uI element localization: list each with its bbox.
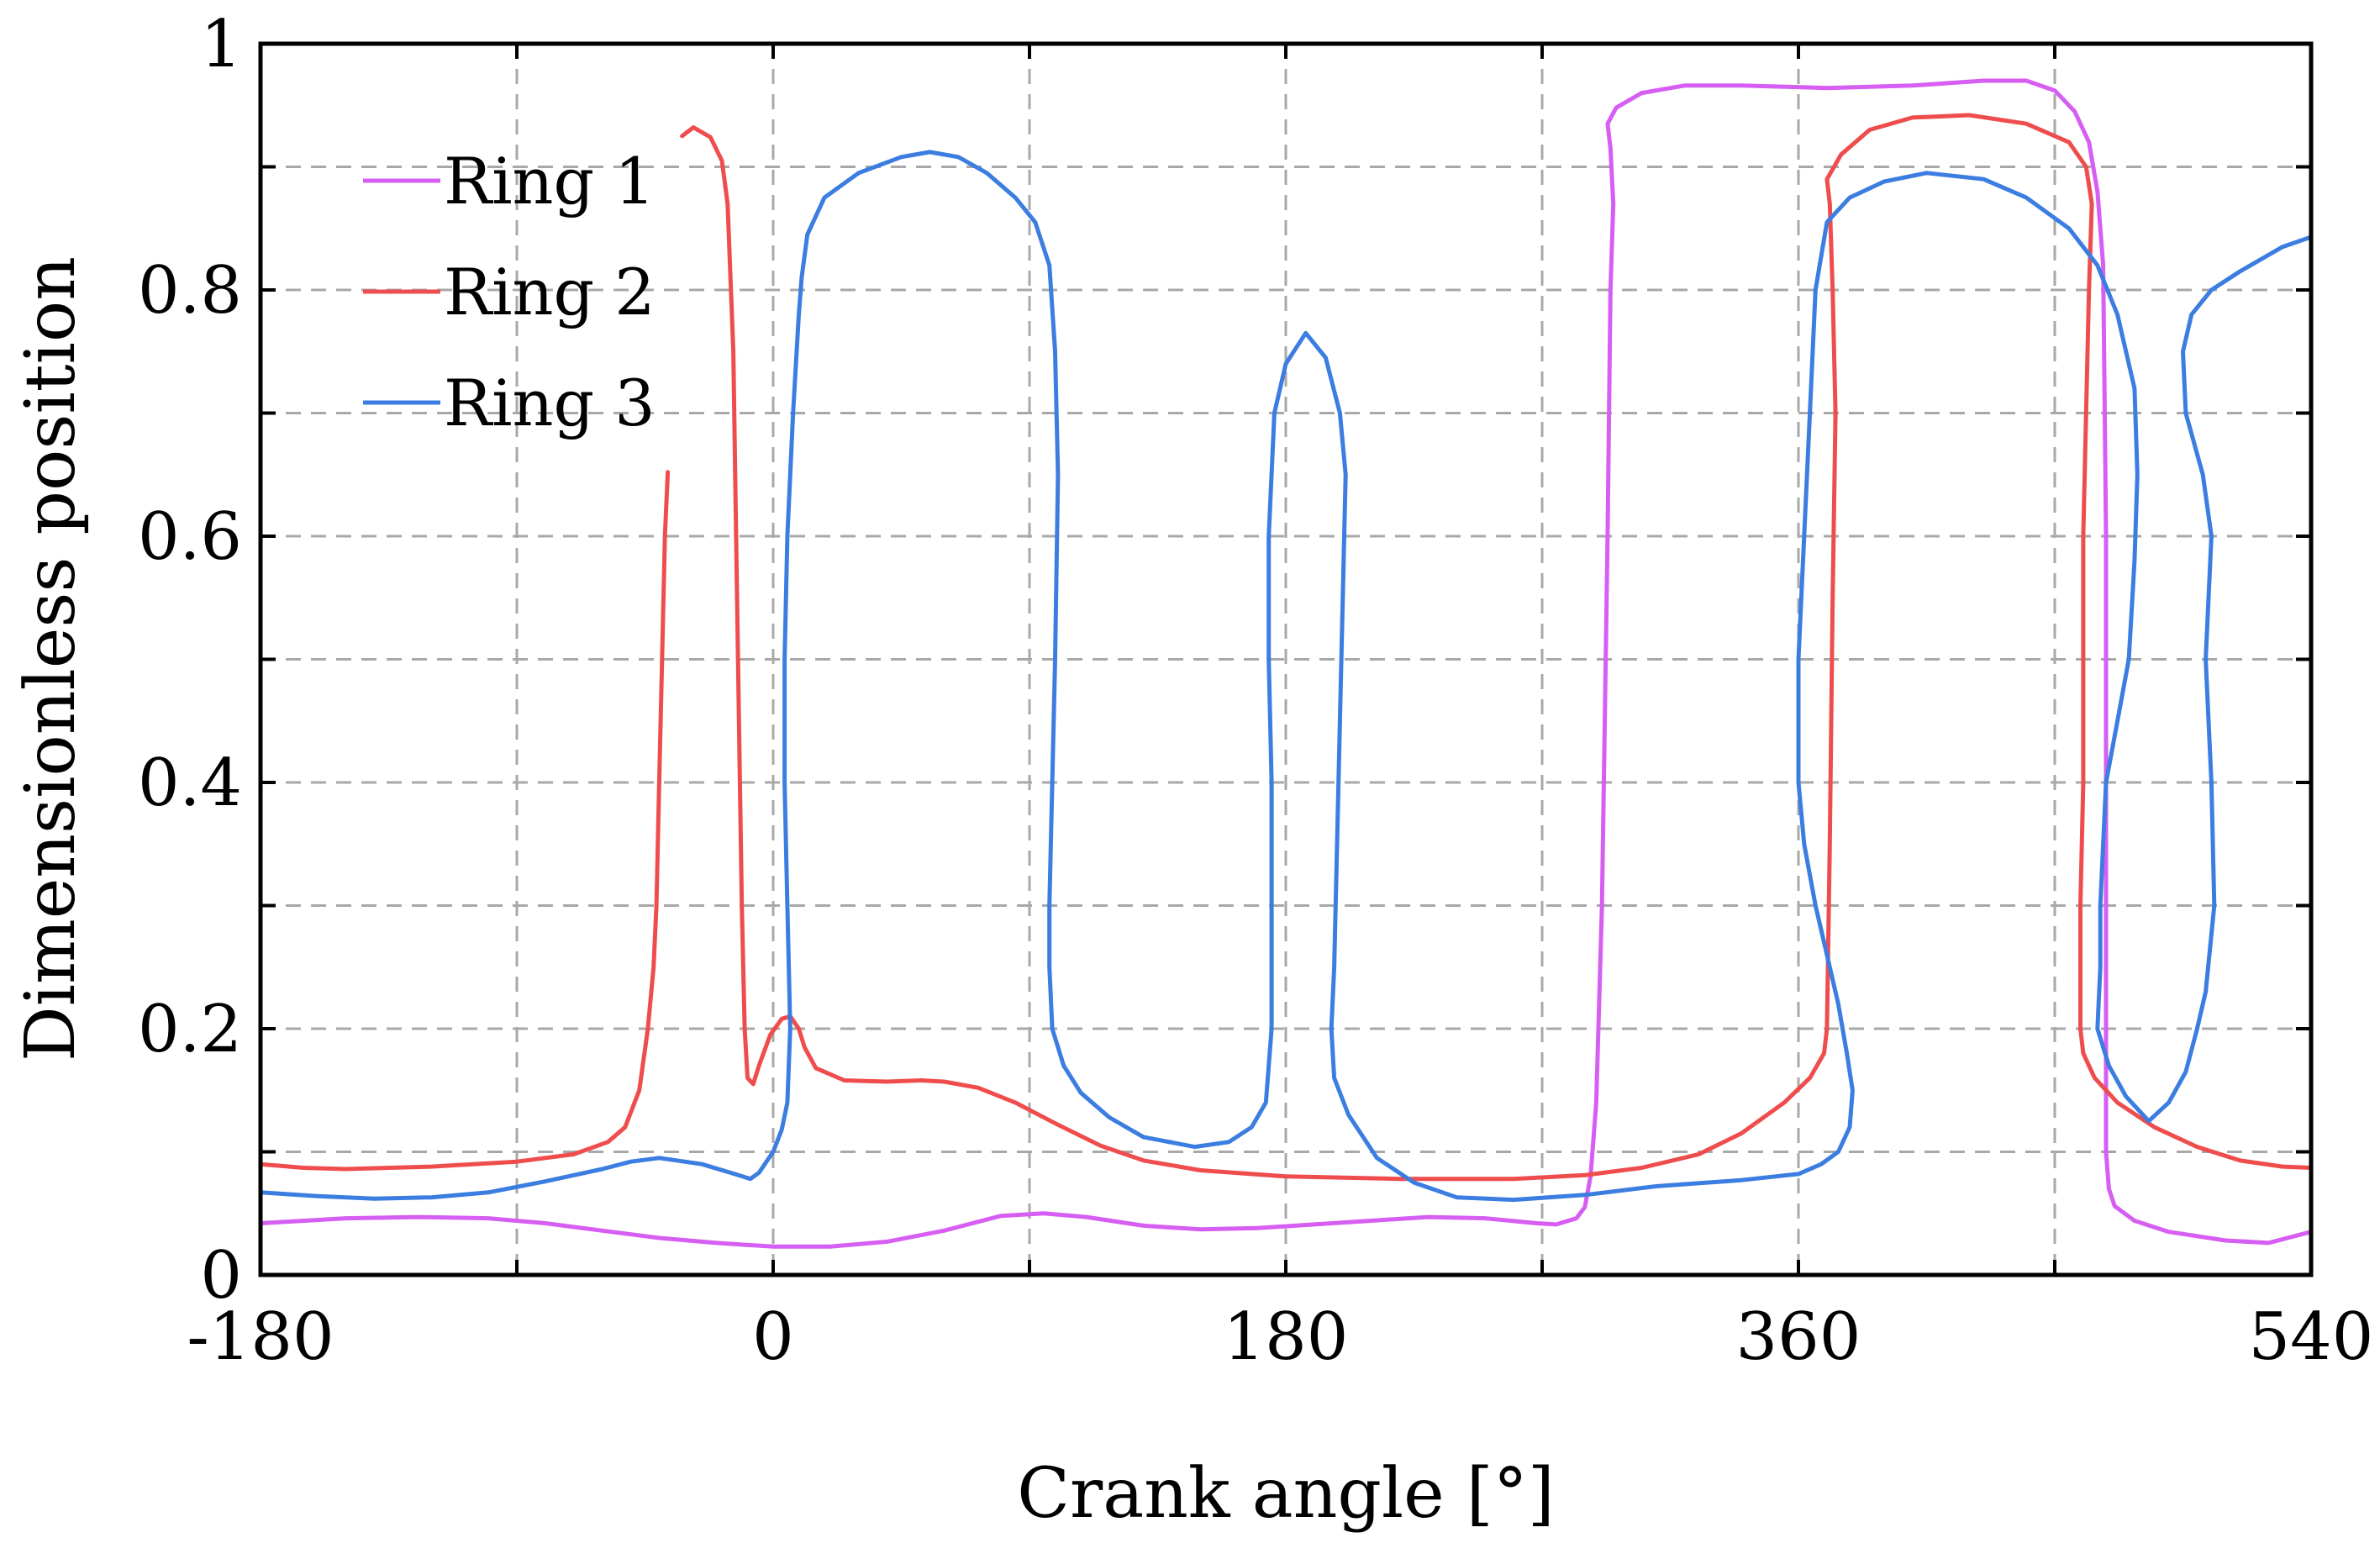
y-tick-label: 0.4 [138,745,242,821]
legend-label: Ring 1 [444,144,656,219]
series-line-ring-1 [258,78,2314,1249]
legend-item: Ring 2 [363,255,656,329]
y-tick-label: 0.8 [138,253,242,329]
x-axis-title: Crank angle [°] [1017,1454,1554,1534]
y-tick-label: 0 [200,1238,242,1314]
grid [261,44,2311,1275]
x-tick-label: -180 [187,1299,334,1375]
series-line-ring-3 [258,150,2314,1203]
series-lines [258,78,2314,1249]
legend-label: Ring 2 [444,255,656,329]
y-tick-label: 1 [200,7,242,82]
x-tick-label: 0 [752,1299,794,1375]
y-tick-label: 0.6 [138,499,242,575]
series-line-ring-2 [258,113,2314,1182]
x-tick-label: 360 [1736,1299,1861,1375]
y-tick-label: 0.2 [138,992,242,1067]
legend-label: Ring 3 [444,366,656,440]
y-axis-title: Dimensionless position [11,256,91,1061]
plot-frame [258,41,2314,1277]
legend-item: Ring 3 [363,366,656,440]
x-tick-label: 180 [1224,1299,1349,1375]
x-tick-label: 540 [2249,1299,2374,1375]
legend-item: Ring 1 [363,144,656,219]
legend: Ring 1 Ring 2 Ring 3 [363,144,656,440]
